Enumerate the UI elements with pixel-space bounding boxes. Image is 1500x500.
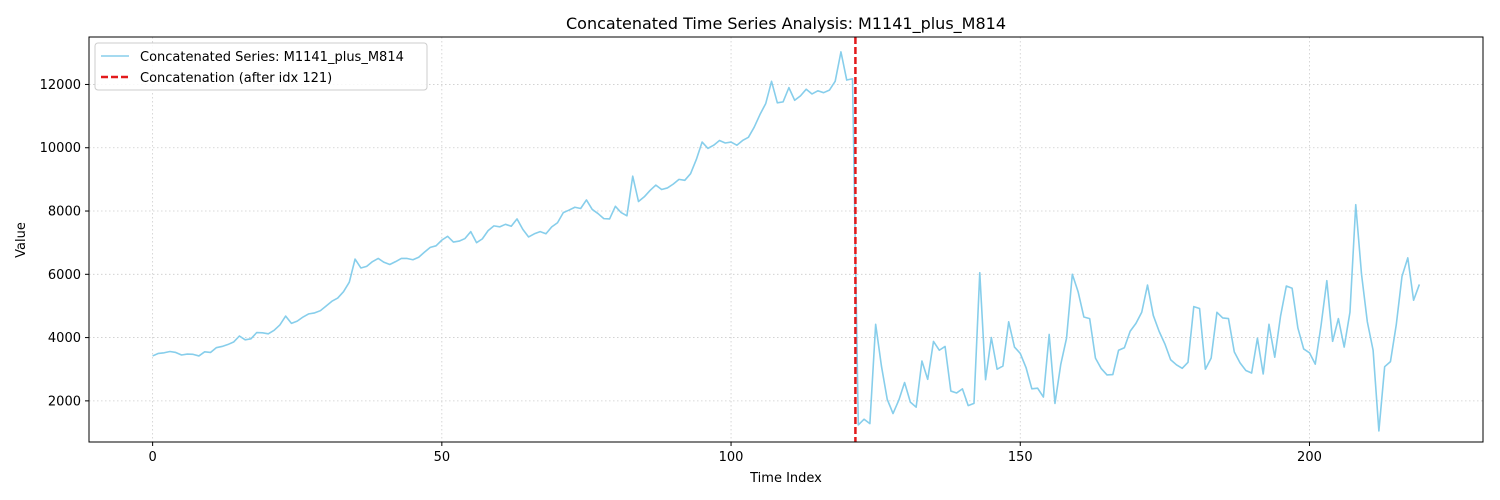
legend-label-series: Concatenated Series: M1141_plus_M814 <box>140 50 404 65</box>
series-layer <box>152 51 1421 432</box>
legend-label-concatenation: Concatenation (after idx 121) <box>140 71 332 86</box>
y-tick-label: 12000 <box>40 78 81 93</box>
x-tick-label: 0 <box>148 450 156 465</box>
x-axis-label: Time Index <box>749 471 822 486</box>
x-tick-label: 150 <box>1008 450 1033 465</box>
x-axis-ticks: 0 50 100 150 200 <box>148 442 1322 465</box>
x-tick-label: 100 <box>719 450 744 465</box>
legend-box <box>94 42 428 91</box>
y-tick-label: 4000 <box>48 331 81 346</box>
y-tick-label: 8000 <box>48 205 81 220</box>
y-tick-label: 2000 <box>48 394 81 409</box>
x-tick-label: 200 <box>1297 450 1322 465</box>
chart-title: Concatenated Time Series Analysis: M1141… <box>566 14 1006 34</box>
x-tick-label: 50 <box>434 450 451 465</box>
plot-frame <box>88 36 1484 443</box>
y-tick-label: 10000 <box>40 141 81 156</box>
y-axis-label: Value <box>14 222 29 258</box>
grid <box>89 37 1483 442</box>
y-tick-label: 6000 <box>48 268 81 283</box>
series-line <box>152 51 1421 432</box>
y-axis-ticks: 2000 4000 6000 8000 10000 12000 <box>40 78 89 409</box>
legend: Concatenated Series: M1141_plus_M814 Con… <box>94 42 428 91</box>
